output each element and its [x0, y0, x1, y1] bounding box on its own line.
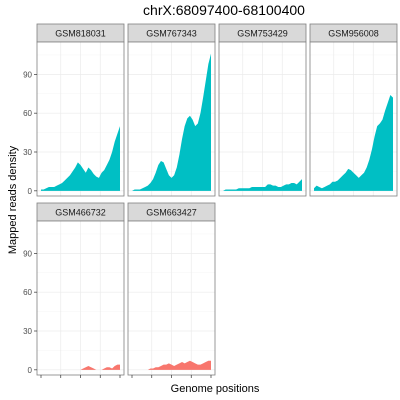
facet-panel: GSM663427	[127, 202, 216, 376]
y-tick-label: 0	[28, 366, 33, 375]
y-axis-title: Mapped reads density	[7, 145, 19, 254]
panel-border	[127, 41, 216, 197]
y-tick-label: 60	[23, 288, 32, 297]
density-area	[132, 360, 211, 370]
y-tick-label: 30	[23, 148, 32, 157]
y-axes: 0 30 60 90 0 30 60 90	[23, 70, 37, 375]
facet-panels: GSM818031 GSM767343 GSM753429 GSM956008 GSM4…	[36, 23, 398, 376]
y-tick-label: 90	[23, 249, 32, 258]
y-tick-label: 60	[23, 109, 32, 118]
density-area	[314, 95, 393, 191]
chart-title: chrX:68097400-68100400	[143, 2, 305, 18]
facet-strip-label: GSM753429	[237, 29, 288, 39]
y-tick-label: 30	[23, 327, 32, 336]
density-area	[223, 179, 302, 191]
facet-strip-label: GSM663427	[146, 208, 197, 218]
facet-panel: GSM767343	[127, 23, 216, 197]
facet-panel: GSM818031	[36, 23, 125, 197]
facet-strip-label: GSM466732	[55, 208, 106, 218]
x-axis	[40, 375, 212, 378]
panel-border	[218, 41, 307, 197]
panel-border	[36, 41, 125, 197]
panel-border	[309, 41, 398, 197]
facet-panel: GSM956008	[309, 23, 398, 197]
density-area	[132, 53, 211, 191]
x-axis-title: Genome positions	[171, 383, 260, 395]
facet-strip-label: GSM956008	[328, 29, 379, 39]
facet-strip-label: GSM818031	[55, 29, 106, 39]
facet-panel: GSM466732	[36, 202, 125, 376]
y-tick-label: 90	[23, 70, 32, 79]
density-area	[41, 126, 120, 191]
density-area	[41, 364, 120, 370]
y-tick-label: 0	[28, 187, 33, 196]
facet-panel: GSM753429	[218, 23, 307, 197]
facet-strip-label: GSM767343	[146, 29, 197, 39]
